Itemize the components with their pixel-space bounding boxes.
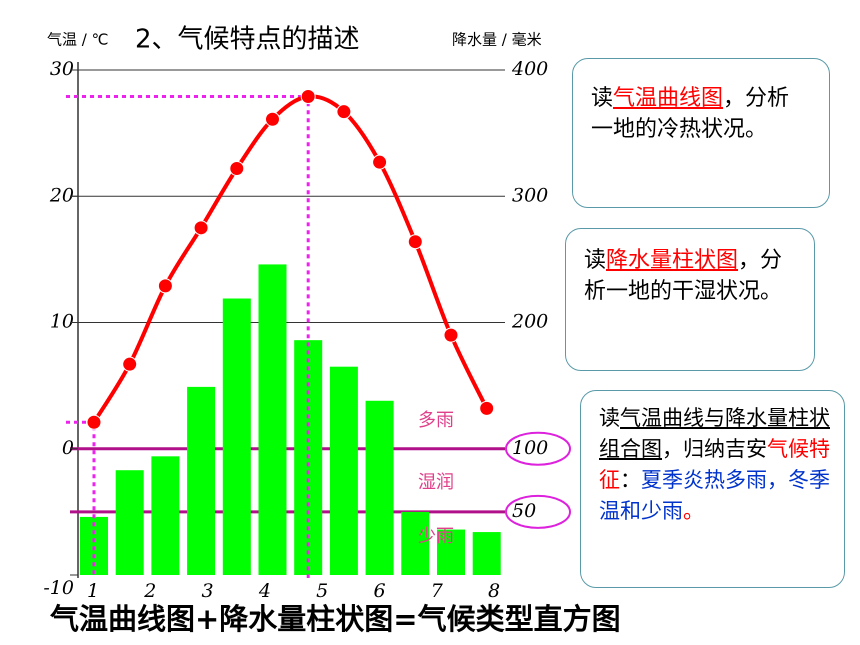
bar <box>329 366 358 575</box>
x-tick-label: 4 <box>258 580 271 602</box>
y-tick-label: 0 <box>62 437 74 459</box>
temperature-line <box>92 94 489 424</box>
note-text: ，分析一地的冷热状况。 <box>591 86 790 142</box>
footer: 气温曲线图+降水量柱状图=气候类型直方图 <box>49 602 621 636</box>
annotation: 少雨 <box>418 526 454 547</box>
y2-tick-label: 200 <box>511 311 548 333</box>
bar <box>437 529 465 575</box>
grid <box>70 69 505 514</box>
temperature-point <box>157 278 173 294</box>
temperature-point <box>229 160 245 176</box>
temperature-point <box>122 356 138 372</box>
note-text: ，归纳吉安 <box>662 437 767 461</box>
annotation: 多雨 <box>418 410 454 431</box>
note-text: 气候特征 <box>599 437 830 492</box>
x-tick-label: 1 <box>87 580 99 602</box>
y-tick-label: 30 <box>50 58 74 80</box>
y2-tick-label: 300 <box>512 184 548 206</box>
bar <box>187 386 216 575</box>
temperature-point <box>336 104 352 120</box>
chart-title: 2、气候特点的描述 <box>135 25 360 55</box>
note-box: 读气温曲线图，分析一地的冷热状况。 <box>572 58 830 208</box>
temperature-point <box>193 220 209 236</box>
note-text: 读 <box>591 86 614 111</box>
temperature-point <box>265 111 280 127</box>
y2-tick-label: 100 <box>512 437 548 459</box>
y-tick-label: 20 <box>49 184 74 206</box>
note-text: ： <box>620 468 641 492</box>
note-text: 气温曲线与降水量柱状组合图 <box>599 406 830 461</box>
bar <box>472 532 501 575</box>
highlight-circle <box>505 494 571 529</box>
note-text: 气温曲线图 <box>613 86 724 111</box>
x-tick-label: 8 <box>488 580 500 602</box>
note-text: 夏季炎热多雨，冬季温和少雨 <box>599 468 830 523</box>
y-tick-label: -10 <box>43 577 74 599</box>
note-text: ，分析一地的干湿状况。 <box>584 248 783 304</box>
highlight-circle <box>505 431 571 466</box>
y2-axis-label: 降水量 / 毫米 <box>452 31 542 49</box>
note-text: 降水量柱状图 <box>606 248 739 273</box>
note-box: 读气温曲线与降水量柱状组合图，归纳吉安气候特征：夏季炎热多雨，冬季温和少雨。 <box>580 390 845 588</box>
note-box: 读降水量柱状图，分析一地的干湿状况。 <box>565 228 815 371</box>
x-tick-label: 3 <box>202 580 214 602</box>
x-tick-label: 2 <box>143 580 156 602</box>
temperature-point <box>479 400 495 416</box>
note-text: 。 <box>683 499 704 523</box>
bar <box>258 264 287 575</box>
temperature-point <box>86 414 102 430</box>
y-tick-label: 10 <box>50 311 74 333</box>
x-tick-label: 5 <box>316 580 328 602</box>
bar <box>222 298 251 575</box>
x-tick-label: 6 <box>373 580 385 602</box>
bar <box>365 400 394 575</box>
x-tick-label: 7 <box>431 580 444 602</box>
bar <box>115 470 144 575</box>
temperature-point <box>300 89 316 105</box>
bar <box>151 456 180 575</box>
note-text: 读 <box>584 248 607 273</box>
note-text: 读 <box>599 406 620 430</box>
y2-tick-label: 50 <box>512 500 536 522</box>
annotation: 湿润 <box>418 472 454 493</box>
temperature-point <box>443 327 459 343</box>
bar <box>401 511 430 575</box>
temperature-point <box>372 154 388 170</box>
y2-tick-label: 400 <box>511 58 548 80</box>
y-axis-label: 气温 / ℃ <box>47 31 108 49</box>
temperature-point <box>407 234 423 250</box>
